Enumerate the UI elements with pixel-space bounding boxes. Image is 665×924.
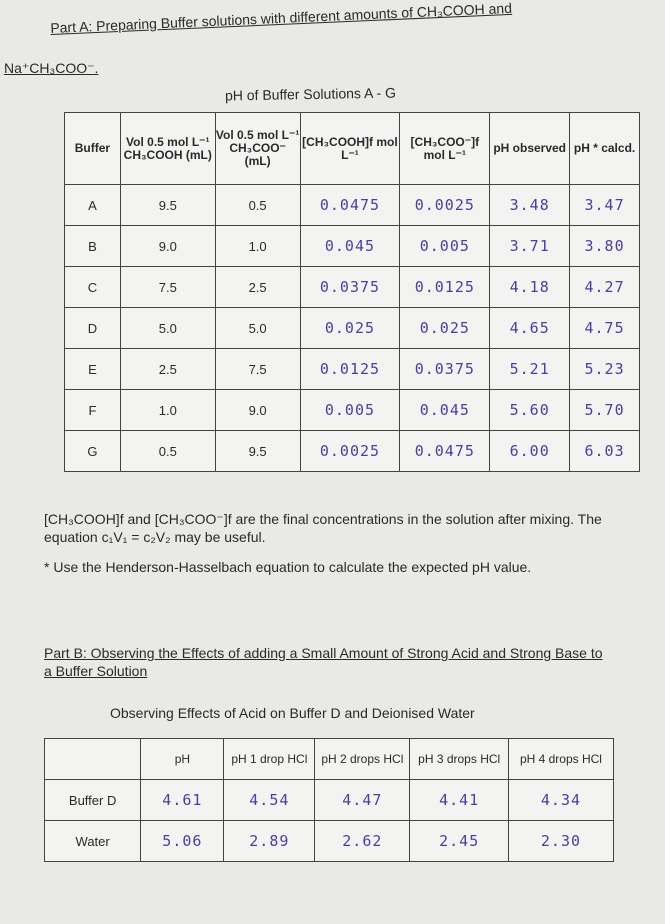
table-cell: 0.0375 — [299, 266, 401, 308]
table-cell: 3.71 — [489, 225, 571, 267]
table-cell: 6.03 — [569, 430, 640, 472]
table-cell: 0.0475 — [399, 430, 491, 472]
table-row: C 7.5 2.5 0.0375 0.0125 4.18 4.27 — [64, 266, 640, 308]
table-cell: 0.005 — [399, 225, 491, 267]
table-cell: 0.5 — [119, 430, 216, 472]
header-3-drops: pH 3 drops HCl — [409, 738, 509, 780]
table-cell: 4.18 — [489, 266, 571, 308]
part-a-title-line1: Part A: Preparing Buffer solutions with … — [50, 0, 513, 36]
part-b-title: Part B: Observing the Effects of adding … — [44, 645, 603, 679]
table-cell: 0.0125 — [299, 348, 401, 390]
table-cell: 2.5 — [119, 348, 216, 390]
table-cell: 5.21 — [489, 348, 571, 390]
table-cell: 3.80 — [569, 225, 640, 267]
table-cell: 4.34 — [507, 779, 615, 821]
table-row: D 5.0 5.0 0.025 0.025 4.65 4.75 — [64, 307, 640, 349]
note-henderson: * Use the Henderson-Hasselbach equation … — [44, 559, 532, 575]
row-label: G — [64, 430, 121, 472]
row-label: A — [64, 184, 121, 226]
row-label: F — [64, 389, 121, 431]
table-row: E 2.5 7.5 0.0125 0.0375 5.21 5.23 — [64, 348, 640, 390]
table-cell: 9.5 — [119, 184, 216, 226]
table-cell: 9.0 — [214, 389, 301, 431]
table-cell: 0.005 — [299, 389, 401, 431]
header-ph: pH — [140, 738, 225, 780]
table-row: G 0.5 9.5 0.0025 0.0475 6.00 6.03 — [64, 430, 640, 472]
table-cell: 9.5 — [214, 430, 301, 472]
table-cell: 2.5 — [214, 266, 301, 308]
table-cell: 4.27 — [569, 266, 640, 308]
header-1-drop: pH 1 drop HCl — [223, 738, 316, 780]
table-cell: 5.0 — [214, 307, 301, 349]
header-vol-acid: Vol 0.5 mol L⁻¹ CH₃COOH (mL) — [119, 112, 216, 185]
table-row: B 9.0 1.0 0.045 0.005 3.71 3.80 — [64, 225, 640, 267]
table-cell: 0.0025 — [299, 430, 401, 472]
header-buffer: Buffer — [64, 112, 121, 185]
table2-title: Observing Effects of Acid on Buffer D an… — [110, 705, 475, 721]
table-cell: 5.0 — [119, 307, 216, 349]
table-cell: 4.61 — [140, 779, 225, 821]
table-cell: 2.62 — [314, 820, 411, 862]
row-label: B — [64, 225, 121, 267]
table-cell: 2.89 — [223, 820, 316, 862]
table-cell: 0.025 — [299, 307, 401, 349]
header-2-drops: pH 2 drops HCl — [314, 738, 411, 780]
row-label: D — [64, 307, 121, 349]
header-ph-observed: pH observed — [489, 112, 571, 185]
table-cell: 5.70 — [569, 389, 640, 431]
table-cell: 0.0375 — [399, 348, 491, 390]
acid-effect-table: pH pH 1 drop HCl pH 2 drops HCl pH 3 dro… — [43, 738, 615, 862]
header-conc-base: [CH₃COO⁻]f mol L⁻¹ — [399, 112, 491, 185]
table-cell: 4.75 — [569, 307, 640, 349]
table-row: A 9.5 0.5 0.0475 0.0025 3.48 3.47 — [64, 184, 640, 226]
header-4-drops: pH 4 drops HCl — [507, 738, 615, 780]
table-cell: 3.48 — [489, 184, 571, 226]
table-cell: 9.0 — [119, 225, 216, 267]
table-row: Water 5.06 2.89 2.62 2.45 2.30 — [43, 820, 615, 862]
buffer-table: Buffer Vol 0.5 mol L⁻¹ CH₃COOH (mL) Vol … — [64, 112, 640, 472]
header-vol-base: Vol 0.5 mol L⁻¹ CH₃COO⁻ (mL) — [214, 112, 301, 185]
table-cell: 3.47 — [569, 184, 640, 226]
table1-title: pH of Buffer Solutions A - G — [224, 84, 397, 104]
row-label: Water — [43, 820, 142, 862]
table-cell: 0.0475 — [299, 184, 401, 226]
part-a-title: Part A: Preparing Buffer solutions with … — [50, 0, 610, 36]
table-cell: 5.06 — [140, 820, 225, 862]
table-cell: 0.0025 — [399, 184, 491, 226]
header-ph-calcd: pH * calcd. — [569, 112, 640, 185]
header-conc-acid: [CH₃COOH]f mol L⁻¹ — [299, 112, 401, 185]
note-final-concentrations: [CH₃COOH]f and [CH₃COO⁻]f are the final … — [44, 511, 602, 545]
table-cell: 0.025 — [399, 307, 491, 349]
table-cell: 0.045 — [399, 389, 491, 431]
row-label: E — [64, 348, 121, 390]
table-cell: 5.23 — [569, 348, 640, 390]
table-cell: 5.60 — [489, 389, 571, 431]
table-cell: 4.41 — [409, 779, 509, 821]
row-label: C — [64, 266, 121, 308]
header-blank — [43, 738, 142, 780]
table-cell: 2.30 — [507, 820, 615, 862]
table-cell: 2.45 — [409, 820, 509, 862]
table-cell: 7.5 — [119, 266, 216, 308]
table-cell: 4.54 — [223, 779, 316, 821]
table-row: F 1.0 9.0 0.005 0.045 5.60 5.70 — [64, 389, 640, 431]
table-cell: 7.5 — [214, 348, 301, 390]
table-cell: 6.00 — [489, 430, 571, 472]
table-header-row: Buffer Vol 0.5 mol L⁻¹ CH₃COOH (mL) Vol … — [64, 112, 640, 185]
table-cell: 1.0 — [214, 225, 301, 267]
table-cell: 0.045 — [299, 225, 401, 267]
part-a-title-line2: Na⁺CH₃COO⁻. — [4, 60, 99, 76]
table-cell: 0.0125 — [399, 266, 491, 308]
table-cell: 0.5 — [214, 184, 301, 226]
row-label: Buffer D — [43, 779, 142, 821]
table-cell: 1.0 — [119, 389, 216, 431]
table-cell: 4.47 — [314, 779, 411, 821]
table-row: Buffer D 4.61 4.54 4.47 4.41 4.34 — [43, 779, 615, 821]
table-cell: 4.65 — [489, 307, 571, 349]
table-header-row: pH pH 1 drop HCl pH 2 drops HCl pH 3 dro… — [43, 738, 615, 780]
